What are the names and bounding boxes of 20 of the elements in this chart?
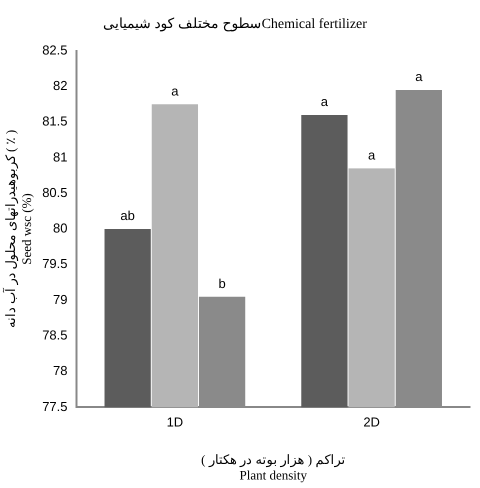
y-tick-label: 80 xyxy=(53,220,68,236)
data-label: a xyxy=(171,83,180,98)
x-tick-label: 2D xyxy=(363,414,380,430)
data-label: ab xyxy=(120,208,135,224)
y-tick-label: 82 xyxy=(53,78,68,94)
data-label: a xyxy=(368,147,376,162)
x-tick-label: 1D xyxy=(166,414,184,430)
y-tick-label: 80.5 xyxy=(42,184,68,200)
y-tick-label: 79 xyxy=(53,292,68,307)
y-tick-label: 78 xyxy=(53,363,68,378)
data-label: a xyxy=(415,69,424,84)
y-tick-label: 81 xyxy=(53,149,68,164)
y-tick-label: 81.5 xyxy=(42,114,68,129)
data-label: a xyxy=(320,94,329,110)
y-tick-label: 82.5 xyxy=(42,42,68,58)
data-label: b xyxy=(218,276,226,291)
y-tick-label: 78.5 xyxy=(42,328,68,342)
y-tick-label: 79.5 xyxy=(42,256,68,272)
y-tick-label: 77.5 xyxy=(42,398,68,414)
chart-title: سطوح مختلف کود شیمیاییChemical fertilizer xyxy=(103,17,368,32)
